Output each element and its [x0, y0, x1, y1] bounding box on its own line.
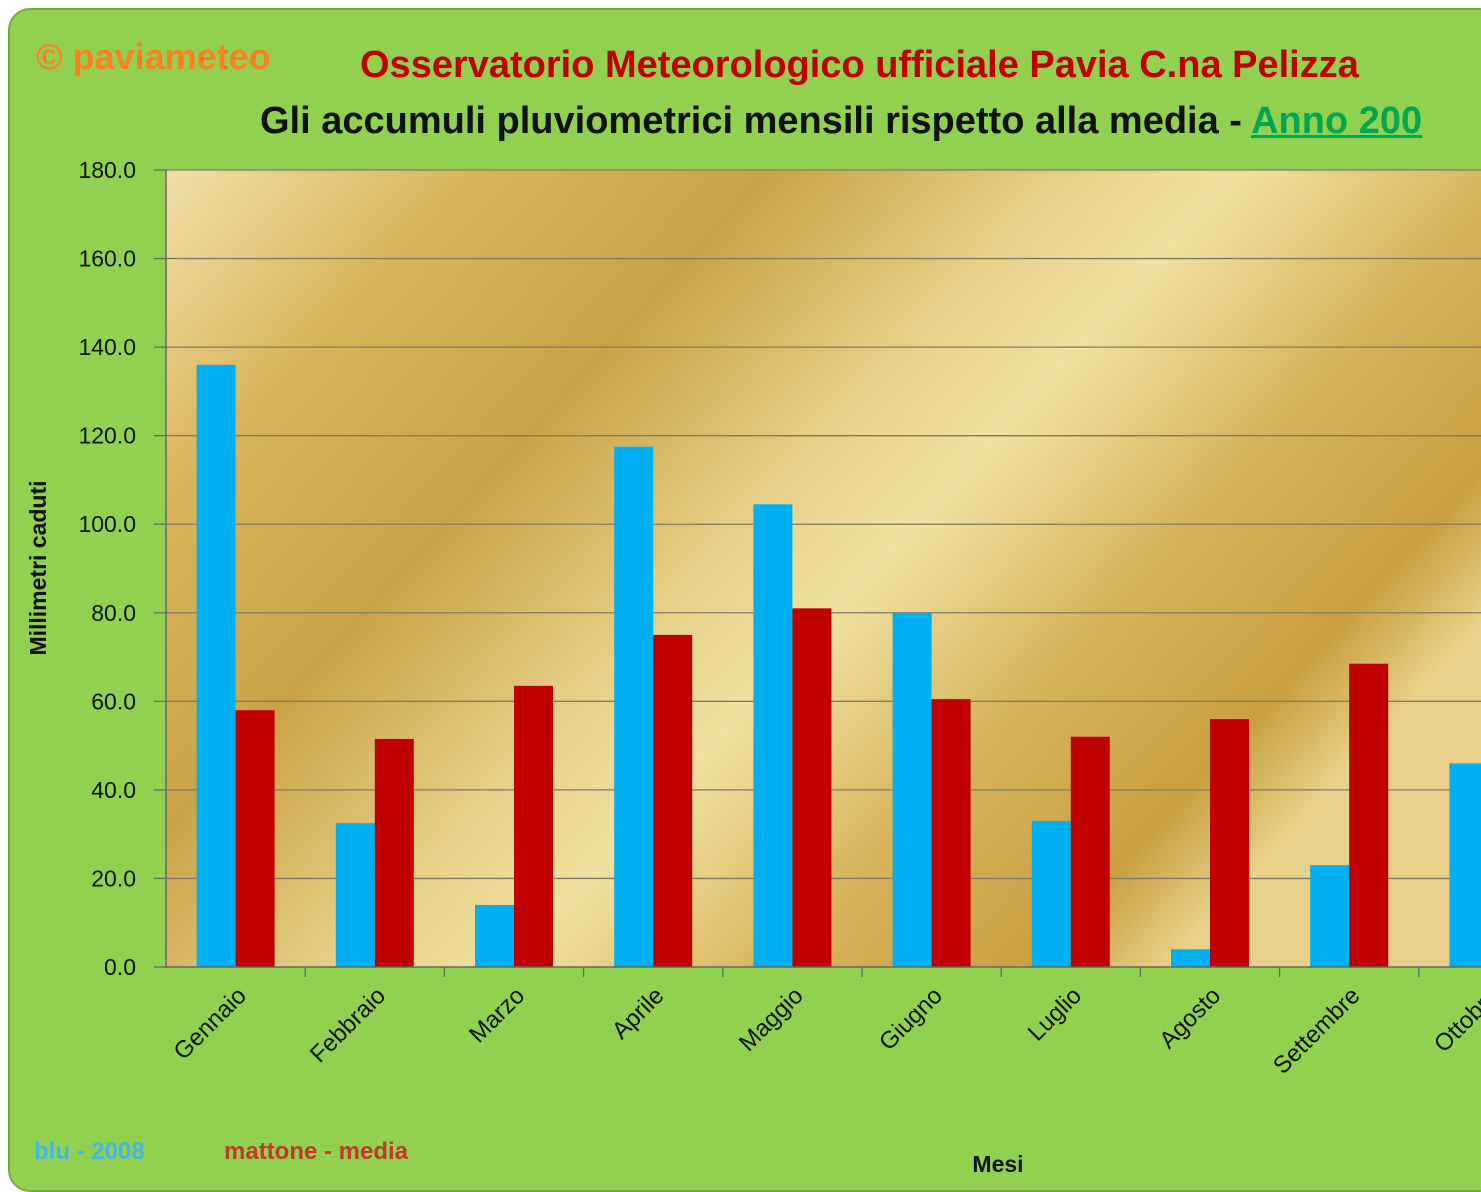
bar-media-maggio — [792, 608, 832, 967]
legend-series-media: mattone - media — [224, 1138, 409, 1165]
bar-2008-aprile — [614, 446, 654, 968]
bar-2008-ottobre — [1449, 763, 1481, 967]
x-tick-label: Maggio — [734, 982, 809, 1057]
x-tick-label: Settembre — [1268, 982, 1365, 1079]
bar-2008-maggio — [753, 504, 793, 967]
x-tick-label: Ottobre — [1429, 982, 1481, 1058]
y-axis-title: Millimetri caduti — [25, 480, 51, 655]
y-tick-label: 120.0 — [78, 423, 136, 449]
bar-2008-agosto — [1171, 949, 1210, 967]
bar-media-febbraio — [374, 738, 414, 967]
y-tick-label: 0.0 — [104, 954, 136, 980]
bar-media-gennaio — [235, 710, 275, 967]
bar-2008-marzo — [475, 905, 514, 967]
x-axis-title: Mesi — [972, 1151, 1023, 1177]
y-tick-label: 60.0 — [91, 688, 136, 714]
bar-2008-febbraio — [335, 823, 375, 967]
bar-2008-gennaio — [196, 364, 236, 967]
legend-series-2008: blu - 2008 — [34, 1138, 145, 1165]
x-tick-label: Marzo — [464, 982, 530, 1048]
chart-title: Osservatorio Meteorologico ufficiale Pav… — [360, 44, 1359, 86]
bar-media-luglio — [1070, 736, 1110, 967]
y-tick-label: 20.0 — [91, 865, 136, 891]
y-tick-label: 80.0 — [91, 600, 136, 626]
y-tick-label: 180.0 — [78, 157, 136, 183]
x-tick-label: Gennaio — [169, 982, 252, 1065]
x-tick-label: Febbraio — [305, 982, 391, 1068]
y-tick-label: 140.0 — [78, 334, 136, 360]
bar-media-marzo — [514, 685, 553, 967]
y-tick-label: 160.0 — [78, 246, 136, 272]
bar-media-agosto — [1210, 719, 1249, 967]
subtitle-text: Gli accumuli pluviometrici mensili rispe… — [260, 100, 1252, 142]
bar-media-aprile — [653, 634, 693, 967]
y-tick-label: 100.0 — [78, 511, 136, 537]
chart-subtitle: Gli accumuli pluviometrici mensili rispe… — [260, 100, 1422, 143]
x-tick-label: Giugno — [874, 982, 948, 1056]
bar-2008-giugno — [892, 612, 932, 967]
x-tick-label: Aprile — [607, 982, 669, 1044]
bar-media-settembre — [1349, 663, 1389, 967]
year-link[interactable]: Anno 200 — [1251, 100, 1423, 142]
bar-media-giugno — [931, 699, 971, 967]
x-tick-label: Agosto — [1154, 982, 1226, 1054]
bar-2008-settembre — [1310, 865, 1350, 967]
y-tick-label: 40.0 — [91, 777, 136, 803]
bar-2008-luglio — [1031, 820, 1071, 967]
x-tick-label: Luglio — [1023, 982, 1087, 1046]
bars — [196, 364, 1481, 968]
copyright-label: © paviameteo — [36, 36, 271, 77]
